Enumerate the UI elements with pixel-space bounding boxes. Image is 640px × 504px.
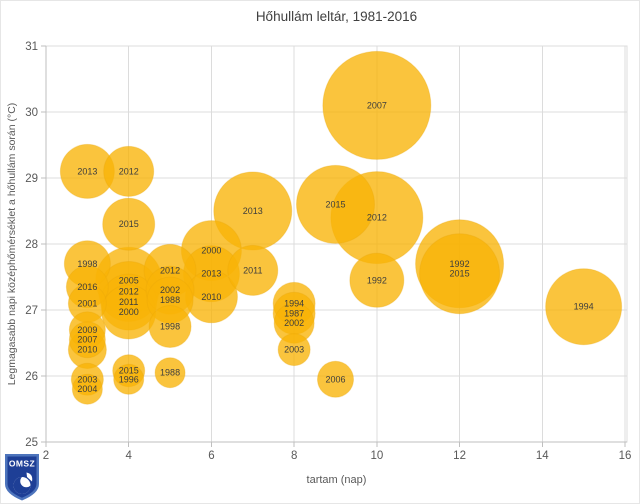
bubble-label-2007: 2007 — [77, 335, 97, 345]
bubble-label-2005: 2005 — [119, 275, 139, 285]
bubble-2012 — [103, 145, 155, 197]
x-tick-label-4: 4 — [126, 450, 133, 462]
bubble-label-2011: 2011 — [243, 265, 262, 275]
bubble-label-2015: 2015 — [325, 199, 345, 209]
x-tick-label-10: 10 — [370, 450, 383, 462]
bubble-label-1996: 1996 — [119, 374, 139, 384]
bubble-1992 — [349, 252, 405, 308]
bubble-label-1994: 1994 — [574, 302, 594, 312]
x-tick-label-6: 6 — [208, 450, 214, 462]
bubble-label-2013: 2013 — [201, 269, 221, 279]
y-axis-title: Legmagasabb napi középhőmérséklet a hőhu… — [6, 102, 18, 386]
bubble-2003 — [277, 333, 311, 367]
bubble-label-2012: 2012 — [119, 166, 139, 176]
bubble-label-2002: 2002 — [160, 285, 180, 295]
x-tick-label-8: 8 — [291, 450, 297, 462]
y-tick-label-31: 31 — [25, 41, 38, 53]
bubble-label-2011: 2011 — [119, 297, 138, 307]
bubble-label-2001: 2001 — [77, 298, 97, 308]
bubble-label-2015: 2015 — [119, 219, 139, 229]
bubble-label-2015: 2015 — [119, 366, 139, 376]
y-tick-label-27: 27 — [25, 305, 38, 317]
bubble-label-1987: 1987 — [284, 308, 304, 318]
bubble-label-2003: 2003 — [284, 345, 304, 355]
bubble-label-2012: 2012 — [119, 287, 139, 297]
bubble-2015 — [102, 197, 156, 251]
bubble-2015 — [419, 233, 501, 315]
bubble-label-2015: 2015 — [450, 269, 470, 279]
bubble-label-1988: 1988 — [160, 368, 180, 378]
bubble-label-2013: 2013 — [243, 206, 263, 216]
x-tick-label-14: 14 — [536, 450, 549, 462]
bubble-label-2004: 2004 — [77, 384, 97, 394]
bubble-label-2013: 2013 — [77, 166, 97, 176]
omsz-logo: OMSZ — [5, 454, 39, 501]
y-tick-label-26: 26 — [25, 371, 38, 383]
bubble-2006 — [317, 360, 354, 398]
bubble-label-1992: 1992 — [450, 259, 470, 269]
bubble-label-2006: 2006 — [325, 374, 345, 384]
bubble-label-2007: 2007 — [367, 100, 387, 110]
bubble-label-2000: 2000 — [201, 246, 221, 256]
bubble-label-2010: 2010 — [201, 292, 221, 302]
y-tick-label-30: 30 — [25, 107, 38, 119]
bubble-label-1992: 1992 — [367, 275, 387, 285]
bubble-2007 — [322, 50, 432, 160]
bubble-label-2012: 2012 — [367, 213, 387, 223]
bubble-1998 — [148, 305, 192, 348]
bubble-1996 — [113, 363, 145, 395]
bubble-1994 — [545, 268, 623, 346]
bubble-label-1998: 1998 — [77, 259, 97, 269]
y-tick-label-28: 28 — [25, 239, 38, 251]
x-tick-label-16: 16 — [619, 450, 632, 462]
bubble-2011 — [227, 244, 279, 296]
logo-text: OMSZ — [9, 459, 35, 469]
chart-title: Hőhullám leltár, 1981-2016 — [255, 9, 418, 24]
x-axis-title: tartam (nap) — [306, 474, 367, 486]
bubble-label-2000: 2000 — [119, 307, 139, 317]
bubble-label-1994: 1994 — [284, 298, 304, 308]
y-tick-label-25: 25 — [25, 437, 38, 449]
x-tick-label-2: 2 — [43, 450, 49, 462]
logo-wave-icon — [13, 472, 33, 494]
bubble-label-2012: 2012 — [160, 265, 180, 275]
bubble-label-2010: 2010 — [77, 345, 97, 355]
bubble-2004 — [71, 373, 103, 405]
bubble-label-2016: 2016 — [77, 282, 97, 292]
bubble-label-1998: 1998 — [160, 322, 180, 332]
bubble-2007 — [68, 321, 106, 359]
bubble-2015 — [296, 164, 375, 244]
bubble-label-2003: 2003 — [77, 374, 97, 384]
bubble-label-2002: 2002 — [284, 318, 304, 328]
bubble-label-1988: 1988 — [160, 295, 180, 305]
bubble-label-2009: 2009 — [77, 325, 97, 335]
bubble-1988 — [154, 357, 186, 389]
y-tick-label-29: 29 — [25, 173, 38, 185]
x-tick-label-12: 12 — [453, 450, 466, 462]
